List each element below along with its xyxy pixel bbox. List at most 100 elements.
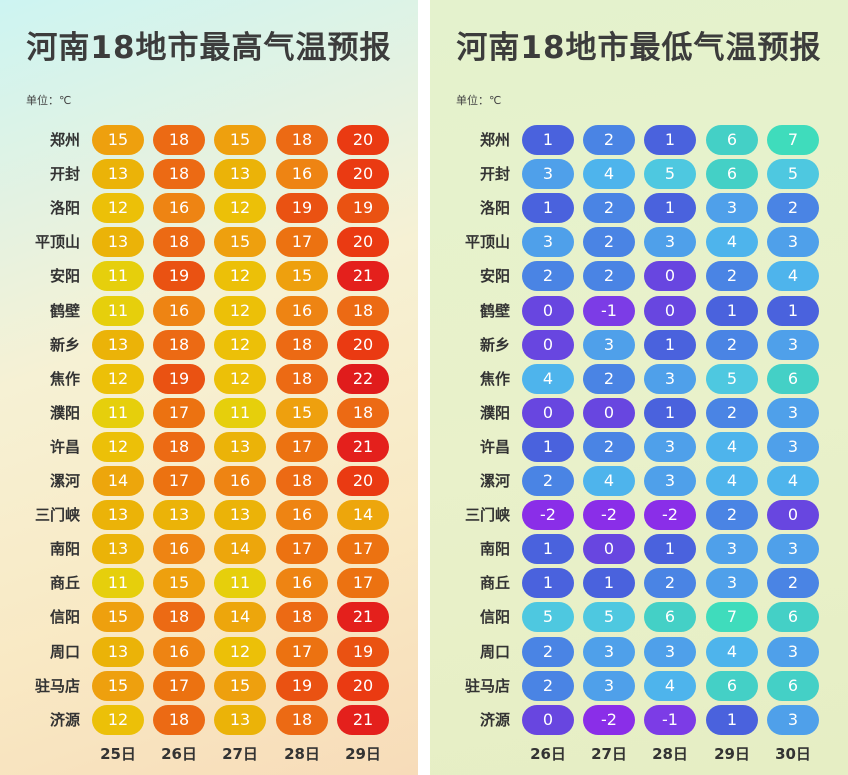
temp-cell: 1 [644,125,696,155]
temp-cell: 18 [153,329,205,360]
temp-cell: 21 [337,704,389,735]
temp-cell: 15 [214,670,266,701]
chart-title: 河南18地市最低气温预报 [456,30,822,66]
day-label: 30日 [775,745,811,763]
temp-cell: 4 [767,261,819,292]
temp-cell: 3 [767,636,819,667]
city-label: 郑州 [49,131,80,149]
temp-cell: 19 [337,636,389,667]
temp-cell: 17 [153,670,205,701]
temp-cell: 0 [644,261,696,292]
temp-cell: 17 [337,534,389,565]
temp-cell: 13 [92,329,144,360]
temp-cell: 6 [706,159,758,190]
temp-cell: 12 [92,431,144,462]
city-label: 驻马店 [464,676,510,695]
temp-cell: 13 [214,704,266,735]
temp-cell: 14 [92,466,144,496]
temp-cell: 15 [92,670,144,701]
temp-cell: 15 [276,397,328,428]
temp-cell: 18 [337,295,389,326]
temp-cell: 12 [214,261,266,292]
temp-cell: 1 [583,568,635,599]
temp-cell: 6 [767,602,819,633]
temp-cell: 0 [583,534,635,565]
city-label: 商丘 [479,574,510,593]
temp-cell: 17 [153,466,205,496]
temp-cell: 3 [767,704,819,735]
temp-cell: 11 [214,397,266,428]
temp-cell: 4 [706,431,758,462]
temp-cell: 13 [214,431,266,462]
temp-cell: 4 [767,466,819,496]
temp-cell: 3 [767,227,819,258]
temp-cell: 13 [214,159,266,190]
temp-cell: 11 [214,568,266,599]
temp-cell: 1 [706,704,758,735]
temp-cell: 4 [706,466,758,496]
temp-cell: 2 [522,466,574,496]
city-label: 新乡 [49,335,80,354]
temp-cell: 16 [153,534,205,565]
temp-cell: 3 [644,227,696,258]
day-label: 27日 [222,745,258,763]
temp-cell: 15 [153,568,205,599]
day-label: 26日 [161,745,197,763]
temp-cell: 1 [706,295,758,326]
temp-cell: 12 [214,329,266,360]
city-label: 焦作 [479,369,510,388]
temp-cell: 1 [644,329,696,360]
temp-cell: 18 [276,602,328,633]
temp-cell: 2 [706,261,758,292]
temp-cell: 15 [214,227,266,258]
temp-cell: -1 [644,704,696,735]
city-label: 济源 [49,710,80,729]
temp-cell: 2 [767,568,819,599]
temp-cell: 16 [276,500,328,531]
low-temp-panel: 河南18地市最低气温预报 单位：℃ 郑州 1 2 1 6 7 开封 3 4 5 6 5 洛阳 1 2 1 3 2 平… [430,0,848,775]
temp-cell: 3 [644,363,696,394]
city-label: 许昌 [49,437,80,456]
temp-cell: 1 [522,193,574,224]
temp-cell: 14 [214,534,266,565]
temp-cell: 15 [92,125,144,155]
temp-cell: -2 [583,704,635,735]
temp-cell: 14 [337,500,389,531]
temp-cell: -2 [522,500,574,531]
city-label: 开封 [49,165,80,184]
temp-cell: 18 [337,397,389,428]
temp-cell: 19 [153,261,205,292]
temp-cell: 13 [92,534,144,565]
temp-cell: 18 [153,602,205,633]
temp-cell: 4 [583,466,635,496]
temp-cell: 3 [767,329,819,360]
temp-cell: 21 [337,431,389,462]
temp-cell: 21 [337,602,389,633]
temp-cell: 4 [583,159,635,190]
city-label: 郑州 [479,131,510,149]
temp-cell: 16 [276,568,328,599]
temp-cell: 11 [92,261,144,292]
city-label: 驻马店 [34,676,80,695]
city-label: 平顶山 [34,233,80,252]
day-label: 29日 [714,745,750,763]
day-label: 28日 [284,745,320,763]
temp-cell: 19 [276,670,328,701]
temp-cell: 5 [767,159,819,190]
temp-cell: 2 [706,500,758,531]
temp-cell: 5 [644,159,696,190]
temp-cell: 17 [153,397,205,428]
temp-cell: 2 [522,636,574,667]
temp-cell: 16 [153,636,205,667]
temp-cell: 0 [767,500,819,531]
city-label: 济源 [479,710,510,729]
city-label: 南阳 [49,540,80,559]
temp-cell: 12 [214,295,266,326]
city-label: 安阳 [49,267,80,286]
temp-cell: 1 [644,397,696,428]
temp-cell: 5 [583,602,635,633]
temp-cell: 3 [583,329,635,360]
city-label: 周口 [479,642,510,661]
temp-cell: 0 [522,397,574,428]
temp-cell: 2 [583,193,635,224]
